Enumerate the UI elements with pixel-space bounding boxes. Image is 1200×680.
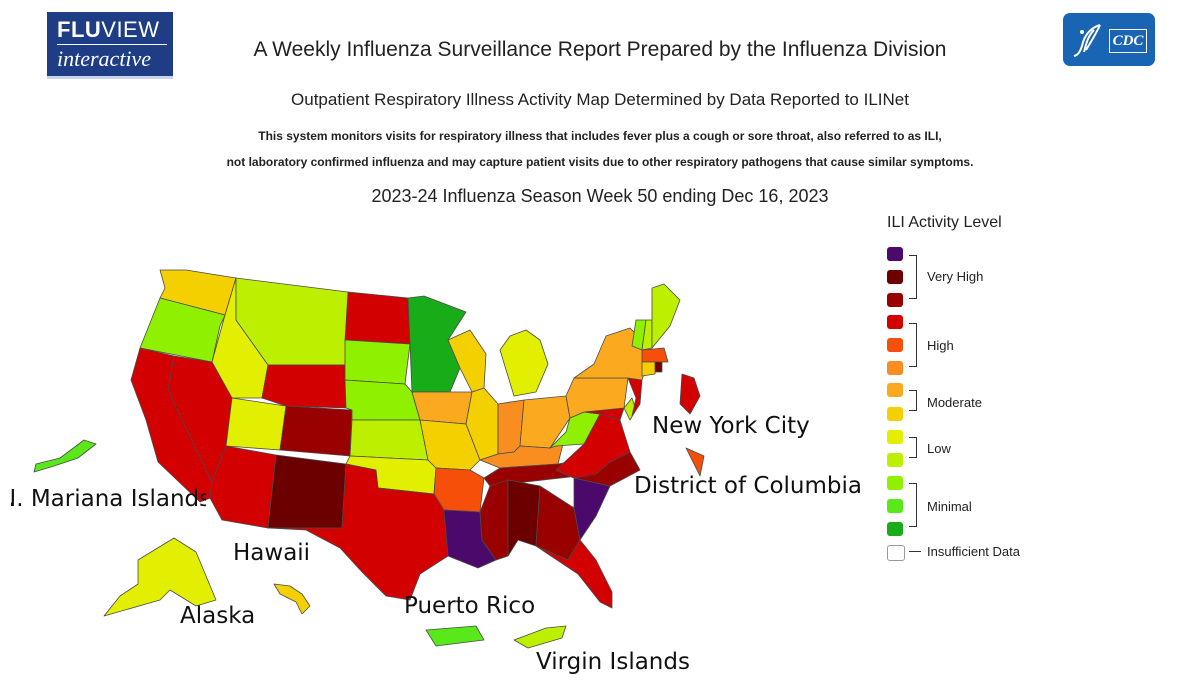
cdc-logo-text: CDC xyxy=(1109,29,1147,53)
state-texas[interactable] xyxy=(267,463,449,601)
legend-swatch-level-5 xyxy=(887,430,903,444)
state-alaska[interactable] xyxy=(103,537,217,617)
state-ohio[interactable] xyxy=(519,395,571,449)
label-district-of-columbia: District of Columbia xyxy=(634,473,862,499)
state-iowa[interactable] xyxy=(411,391,473,425)
state-hawaii[interactable] xyxy=(273,583,311,615)
label-hawaii: Hawaii xyxy=(233,540,311,566)
label-n-mariana-islands: N. Mariana Islands xyxy=(11,486,206,512)
legend-swatch-level-7 xyxy=(887,383,903,397)
state-michigan[interactable] xyxy=(499,329,549,397)
state-florida[interactable] xyxy=(535,539,613,609)
state-rhode-island[interactable] xyxy=(654,361,663,373)
legend-swatch-level-2 xyxy=(887,499,903,513)
state-utah[interactable] xyxy=(225,397,287,451)
legend-label-very-high: Very High xyxy=(927,269,984,284)
legend-swatch-level-12 xyxy=(887,270,903,284)
legend-swatch-level-1 xyxy=(887,522,903,536)
legend-label-high: High xyxy=(927,338,954,353)
legend-swatch-level-8 xyxy=(887,361,903,375)
state-kansas[interactable] xyxy=(349,419,429,461)
legend-swatch-level-3 xyxy=(887,476,903,490)
cdc-logo[interactable]: CDC xyxy=(1063,13,1155,66)
legend-swatch-level-4 xyxy=(887,453,903,467)
legend-swatch-level-6 xyxy=(887,407,903,421)
state-oregon[interactable] xyxy=(139,297,226,363)
label-new-york-city: New York City xyxy=(652,413,810,439)
legend-bracket-high xyxy=(909,323,917,367)
legend-swatch-level-11 xyxy=(887,293,903,307)
state-n-mariana-islands[interactable] xyxy=(33,439,97,473)
legend-swatch-level-9 xyxy=(887,338,903,352)
fluview-logo-divider xyxy=(57,44,167,45)
fluview-logo-text-bold: FLU xyxy=(57,17,102,42)
legend: ILI Activity Level Very High High Modera… xyxy=(887,212,1077,572)
legend-line-insufficient xyxy=(909,551,921,552)
state-maine[interactable] xyxy=(651,283,681,349)
state-south-dakota[interactable] xyxy=(344,339,411,385)
state-puerto-rico[interactable] xyxy=(425,625,485,647)
legend-bracket-low xyxy=(909,437,917,458)
legend-title: ILI Activity Level xyxy=(887,214,1002,231)
legend-label-moderate: Moderate xyxy=(927,395,982,410)
state-new-york-city[interactable] xyxy=(679,373,701,415)
state-connecticut[interactable] xyxy=(641,361,656,377)
legend-swatch-level-13 xyxy=(887,247,903,261)
fluview-logo[interactable]: FLUVIEW interactive xyxy=(47,12,173,79)
legend-bracket-moderate xyxy=(909,390,917,411)
state-south-carolina[interactable] xyxy=(573,477,611,541)
legend-bracket-minimal xyxy=(909,483,917,527)
ili-activity-map xyxy=(33,269,705,649)
state-alabama[interactable] xyxy=(507,479,541,557)
hhs-eagle-icon xyxy=(1073,24,1101,57)
label-n-mariana-islands-text: N. Mariana Islands xyxy=(11,486,206,512)
label-virgin-islands: Virgin Islands xyxy=(536,649,690,675)
legend-swatch-insufficient xyxy=(887,545,905,561)
state-colorado[interactable] xyxy=(279,405,353,457)
season-week-title: 2023-24 Influenza Season Week 50 ending … xyxy=(371,186,829,206)
report-title: A Weekly Influenza Surveillance Report P… xyxy=(0,38,1200,62)
state-wyoming[interactable] xyxy=(261,364,347,409)
fluview-logo-subtext: interactive xyxy=(57,46,152,71)
state-new-mexico[interactable] xyxy=(267,454,347,529)
state-arkansas[interactable] xyxy=(433,467,485,513)
legend-swatch-level-10 xyxy=(887,315,903,329)
state-north-dakota[interactable] xyxy=(344,291,411,345)
description-line-2: not laboratory confirmed influenza and m… xyxy=(226,155,974,169)
description-line-1: This system monitors visits for respirat… xyxy=(258,129,942,143)
state-district-of-columbia[interactable] xyxy=(685,447,705,477)
map-subtitle: Outpatient Respiratory Illness Activity … xyxy=(291,90,909,109)
label-puerto-rico: Puerto Rico xyxy=(404,593,536,619)
state-nebraska[interactable] xyxy=(344,379,421,421)
state-massachusetts[interactable] xyxy=(641,347,669,363)
legend-label-insufficient-data: Insufficient Data xyxy=(927,544,1020,559)
fluview-logo-text: VIEW xyxy=(101,17,160,42)
report-title-text: A Weekly Influenza Surveillance Report P… xyxy=(253,38,947,61)
legend-bracket-very-high xyxy=(909,255,917,299)
label-alaska: Alaska xyxy=(180,603,256,629)
legend-label-minimal: Minimal xyxy=(927,499,972,514)
state-virgin-islands[interactable] xyxy=(513,625,567,649)
legend-label-low: Low xyxy=(927,441,951,456)
